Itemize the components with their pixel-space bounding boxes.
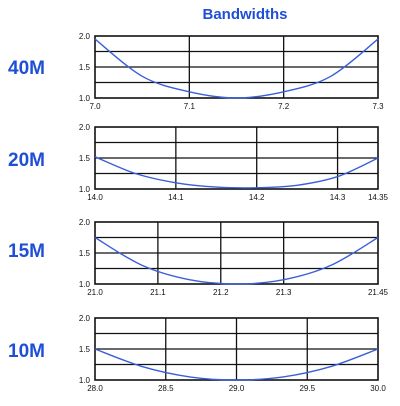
x-tick-label: 14.3 xyxy=(330,193,346,202)
y-tick-label: 2.0 xyxy=(79,314,91,323)
y-tick-label: 1.0 xyxy=(79,280,91,289)
x-tick-label: 7.2 xyxy=(278,102,290,111)
x-tick-label: 7.0 xyxy=(89,102,101,111)
chart-title: Bandwidths xyxy=(202,6,288,23)
x-tick-label: 14.2 xyxy=(249,193,265,202)
swr-curve xyxy=(94,236,379,285)
chart-panel-40m: 2.0 1.5 1.07.0 7.1 7.2 7.3 xyxy=(79,32,384,111)
y-tick-label: 2.0 xyxy=(79,218,91,227)
swr-curve xyxy=(94,348,379,381)
x-tick-label: 21.1 xyxy=(150,288,166,297)
chart-panel-10m: 2.0 1.5 1.028.0 28.5 29.0 29.5 30.0 xyxy=(79,314,386,393)
y-tick-label: 1.5 xyxy=(79,63,91,72)
swr-curve xyxy=(94,156,379,189)
band-label-40m: 40M xyxy=(8,58,45,79)
x-tick-label: 21.45 xyxy=(368,288,389,297)
x-tick-label: 7.3 xyxy=(372,102,384,111)
chart-panel-15m: 2.0 1.5 1.021.0 21.1 21.2 21.3 21.45 xyxy=(79,218,389,297)
y-tick-label: 1.5 xyxy=(79,249,91,258)
band-label-15m: 15M xyxy=(8,241,45,262)
y-tick-label: 1.0 xyxy=(79,185,91,194)
x-tick-label: 14.35 xyxy=(368,193,389,202)
x-tick-label: 21.2 xyxy=(213,288,229,297)
x-tick-label: 14.1 xyxy=(168,193,184,202)
band-label-10m: 10M xyxy=(8,341,45,362)
y-tick-label: 1.5 xyxy=(79,154,91,163)
y-tick-label: 2.0 xyxy=(79,123,91,132)
x-tick-label: 21.3 xyxy=(276,288,292,297)
band-label-20m: 20M xyxy=(8,150,45,171)
chart-panel-20m: 2.0 1.5 1.014.0 14.1 14.2 14.3 14.35 xyxy=(79,123,389,202)
x-tick-label: 28.0 xyxy=(87,384,103,393)
x-tick-label: 28.5 xyxy=(158,384,174,393)
y-tick-label: 1.0 xyxy=(79,376,91,385)
y-tick-label: 1.0 xyxy=(79,94,91,103)
y-tick-label: 1.5 xyxy=(79,345,91,354)
x-tick-label: 14.0 xyxy=(87,193,103,202)
swr-curve xyxy=(94,38,379,99)
x-tick-label: 7.1 xyxy=(184,102,196,111)
x-tick-label: 29.5 xyxy=(299,384,315,393)
x-tick-label: 30.0 xyxy=(370,384,386,393)
x-tick-label: 29.0 xyxy=(229,384,245,393)
y-tick-label: 2.0 xyxy=(79,32,91,41)
x-tick-label: 21.0 xyxy=(87,288,103,297)
